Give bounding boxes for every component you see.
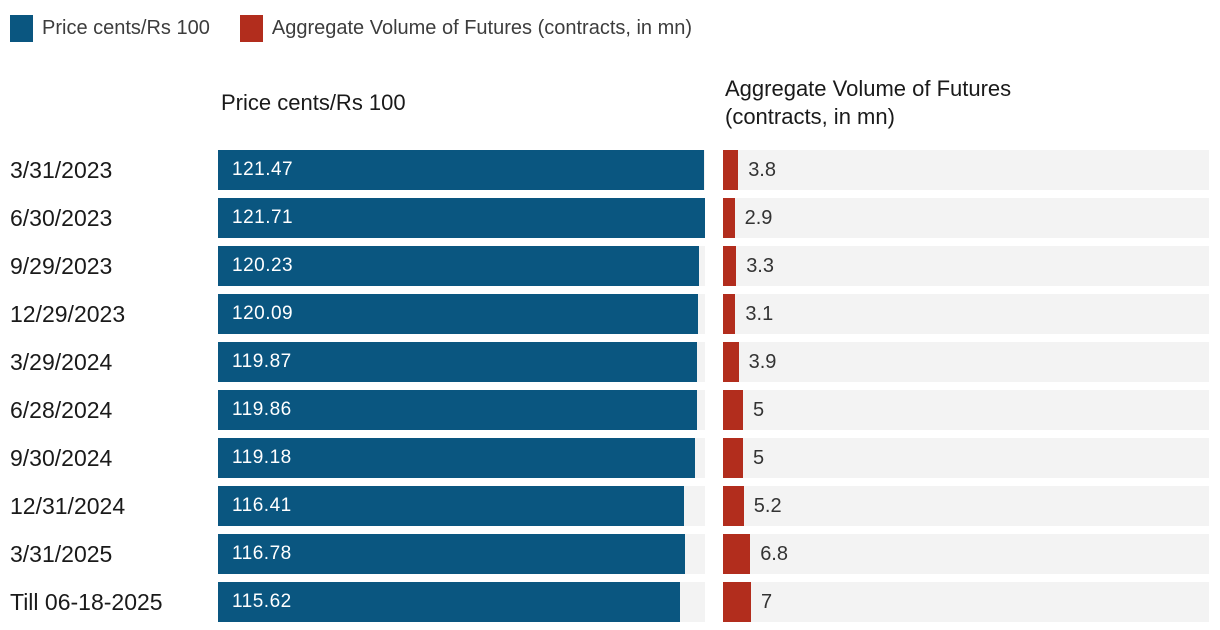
price-bar-track: 116.78: [218, 534, 705, 574]
price-legend-label: Price cents/Rs 100: [42, 16, 210, 39]
row-date-label: 9/29/2023: [10, 253, 113, 279]
volume-bar[interactable]: [723, 486, 744, 526]
chart-row: 3/31/2023 121.47 3.8: [10, 150, 1220, 190]
volume-bar-value-label: 3.1: [745, 302, 774, 325]
price-bar[interactable]: 120.23: [218, 246, 699, 286]
volume-bar-value-label: 3.8: [748, 158, 776, 181]
price-bar-track: 115.62: [218, 582, 705, 622]
chart-row: 6/28/2024 119.86 5: [10, 390, 1220, 430]
volume-bar-track: 2.9: [723, 198, 1209, 238]
volume-bar-track: 7: [723, 582, 1209, 622]
price-bar-value-label: 116.78: [232, 543, 292, 564]
row-date-label: 12/31/2024: [10, 493, 126, 519]
volume-bar[interactable]: [723, 438, 743, 478]
volume-bar[interactable]: [723, 198, 735, 238]
volume-bar-track: 3.3: [723, 246, 1209, 286]
row-date-label: 9/30/2024: [10, 445, 113, 471]
volume-bar[interactable]: [723, 150, 739, 190]
price-bar[interactable]: 115.62: [218, 582, 681, 622]
price-bar-track: 119.87: [218, 342, 705, 382]
price-bar[interactable]: 121.71: [218, 198, 705, 238]
volume-bar[interactable]: [723, 342, 739, 382]
price-bar-track: 120.09: [218, 294, 705, 334]
volume-bar-value-label: 2.9: [744, 206, 773, 229]
price-bar-value-label: 119.86: [232, 399, 292, 420]
chart-rows: 3/31/2023 121.47 3.8 6/30/2023 121.71 2.…: [10, 150, 1220, 622]
volume-legend-swatch-icon: [239, 14, 263, 42]
volume-bar-track: 5: [723, 390, 1209, 430]
row-date-label: 3/31/2025: [10, 541, 113, 567]
volume-bar[interactable]: [723, 294, 736, 334]
price-bar-track: 119.86: [218, 390, 705, 430]
chart-row: Till 06-18-2025 115.62 7: [10, 582, 1220, 622]
volume-bar-track: 6.8: [723, 534, 1209, 574]
row-date-label: 6/28/2024: [10, 397, 113, 423]
volume-bar-track: 3.1: [723, 294, 1209, 334]
volume-bar-value-label: 5: [753, 398, 765, 421]
price-bar-track: 121.47: [218, 150, 705, 190]
volume-bar[interactable]: [723, 534, 751, 574]
volume-column-header: Aggregate Volume of Futures (contracts, …: [725, 76, 1012, 129]
legend-item-price: Price cents/Rs 100: [10, 14, 210, 42]
price-bar-value-label: 115.62: [232, 591, 292, 612]
price-bar-track: 120.23: [218, 246, 705, 286]
price-bar[interactable]: 116.78: [218, 534, 686, 574]
price-bar-track: 121.71: [218, 198, 705, 238]
volume-bar-value-label: 6.8: [760, 542, 788, 565]
volume-bar-value-label: 3.9: [748, 350, 777, 373]
price-bar-track: 119.18: [218, 438, 705, 478]
chart-row: 12/31/2024 116.41 5.2: [10, 486, 1220, 526]
price-bar[interactable]: 119.86: [218, 390, 698, 430]
price-bar-value-label: 120.09: [232, 303, 294, 324]
price-bar[interactable]: 116.41: [218, 486, 684, 526]
price-bar-value-label: 121.47: [232, 159, 294, 180]
chart-row: 9/30/2024 119.18 5: [10, 438, 1220, 478]
chart-row: 9/29/2023 120.23 3.3: [10, 246, 1220, 286]
chart-row: 6/30/2023 121.71 2.9: [10, 198, 1220, 238]
volume-bar[interactable]: [723, 582, 751, 622]
volume-bar-value-label: 3.3: [746, 254, 774, 277]
legend: Price cents/Rs 100 Aggregate Volume of F…: [10, 14, 1220, 42]
price-bar-value-label: 119.87: [232, 351, 292, 372]
price-bar[interactable]: 120.09: [218, 294, 699, 334]
price-bar-value-label: 121.71: [232, 207, 294, 228]
row-date-label: 6/30/2023: [10, 205, 113, 231]
price-bar[interactable]: 119.18: [218, 438, 695, 478]
chart-row: 3/31/2025 116.78 6.8: [10, 534, 1220, 574]
price-column-header: Price cents/Rs 100: [221, 90, 406, 115]
legend-item-volume: Aggregate Volume of Futures (contracts, …: [239, 14, 693, 42]
price-bar-value-label: 120.23: [232, 255, 294, 276]
volume-bar-track: 3.8: [723, 150, 1209, 190]
volume-bar-track: 5.2: [723, 486, 1209, 526]
row-date-label: 3/29/2024: [10, 349, 113, 375]
price-bar-value-label: 116.41: [232, 495, 292, 516]
volume-bar-value-label: 7: [761, 590, 773, 613]
volume-bar-track: 5: [723, 438, 1209, 478]
price-bar-value-label: 119.18: [232, 447, 292, 468]
chart-row: 3/29/2024 119.87 3.9: [10, 342, 1220, 382]
volume-bar-value-label: 5: [753, 446, 765, 469]
column-headers: Price cents/Rs 100 Aggregate Volume of F…: [10, 75, 1220, 131]
price-bar[interactable]: 119.87: [218, 342, 698, 382]
row-date-label: 12/29/2023: [10, 301, 126, 327]
price-bar-track: 116.41: [218, 486, 705, 526]
row-date-label: Till 06-18-2025: [10, 589, 163, 615]
volume-bar[interactable]: [723, 246, 737, 286]
price-bar[interactable]: 121.47: [218, 150, 704, 190]
volume-bar-track: 3.9: [723, 342, 1209, 382]
price-legend-swatch-icon: [10, 14, 33, 42]
row-date-label: 3/31/2023: [10, 157, 113, 183]
volume-legend-label: Aggregate Volume of Futures (contracts, …: [271, 16, 693, 39]
volume-bar-value-label: 5.2: [753, 494, 782, 517]
volume-bar[interactable]: [723, 390, 743, 430]
chart-row: 12/29/2023 120.09 3.1: [10, 294, 1220, 334]
